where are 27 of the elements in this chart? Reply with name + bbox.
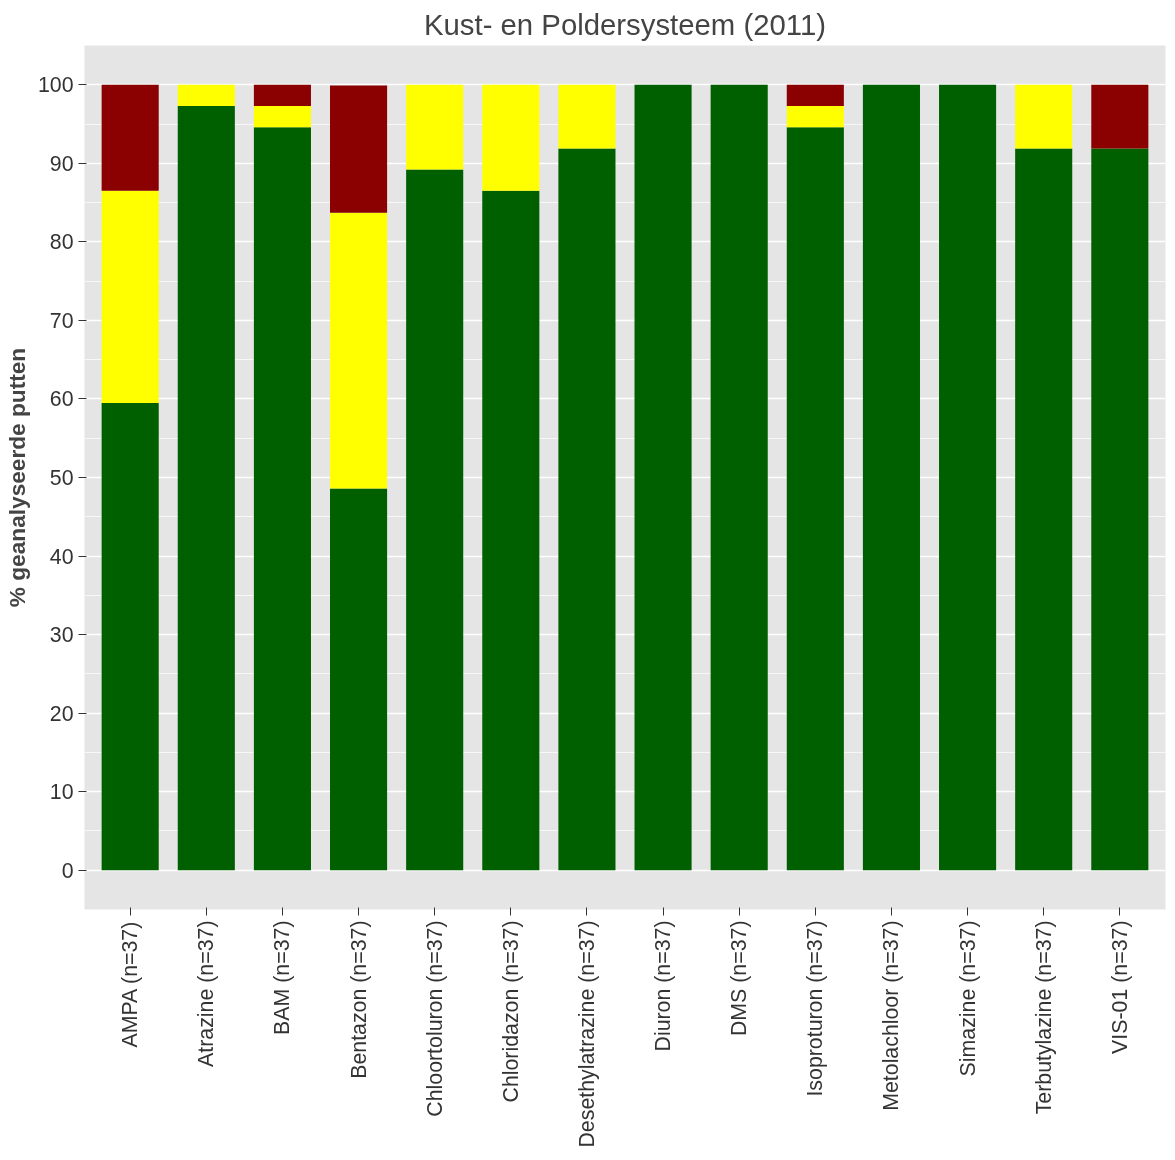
- x-tick-label: Bentazon (n=37): [346, 920, 371, 1079]
- y-tick-label: 100: [37, 73, 74, 98]
- x-tick-label: VIS-01 (n=37): [1107, 920, 1132, 1054]
- x-tick-label: DMS (n=37): [727, 920, 752, 1037]
- x-tick-label: AMPA (n=37): [118, 921, 143, 1048]
- y-tick-label: 20: [49, 701, 74, 726]
- x-tick-label: Atrazine (n=37): [194, 920, 219, 1067]
- y-tick-label: 70: [49, 308, 74, 333]
- x-tick-label: Desethylatrazine (n=37): [574, 920, 599, 1148]
- chart-title: Kust- en Poldersysteem (2011): [423, 7, 827, 41]
- x-tick-label: Isoproturon (n=37): [803, 920, 828, 1097]
- x-tick-label: BAM (n=37): [270, 920, 295, 1035]
- x-tick-label: Simazine (n=37): [955, 920, 980, 1077]
- y-tick-label: 50: [49, 466, 74, 490]
- x-tick-label: Terbutylazine (n=37): [1031, 920, 1056, 1115]
- x-tick-label: Chloortoluron (n=37): [422, 920, 447, 1117]
- x-tick-label: Diuron (n=37): [651, 920, 676, 1052]
- y-tick-label: 80: [49, 230, 74, 255]
- y-tick-label: 60: [49, 387, 74, 412]
- y-tick-label: 90: [49, 151, 74, 176]
- y-tick-label: 10: [49, 780, 74, 805]
- y-tick-label: 40: [49, 544, 74, 569]
- y-tick-label: 0: [61, 858, 74, 883]
- y-axis-title: % geanalyseerde putten: [3, 347, 30, 608]
- x-tick-label: Metolachloor (n=37): [879, 920, 904, 1111]
- x-tick-label: Chloridazon (n=37): [498, 920, 523, 1103]
- y-tick-label: 30: [49, 623, 74, 648]
